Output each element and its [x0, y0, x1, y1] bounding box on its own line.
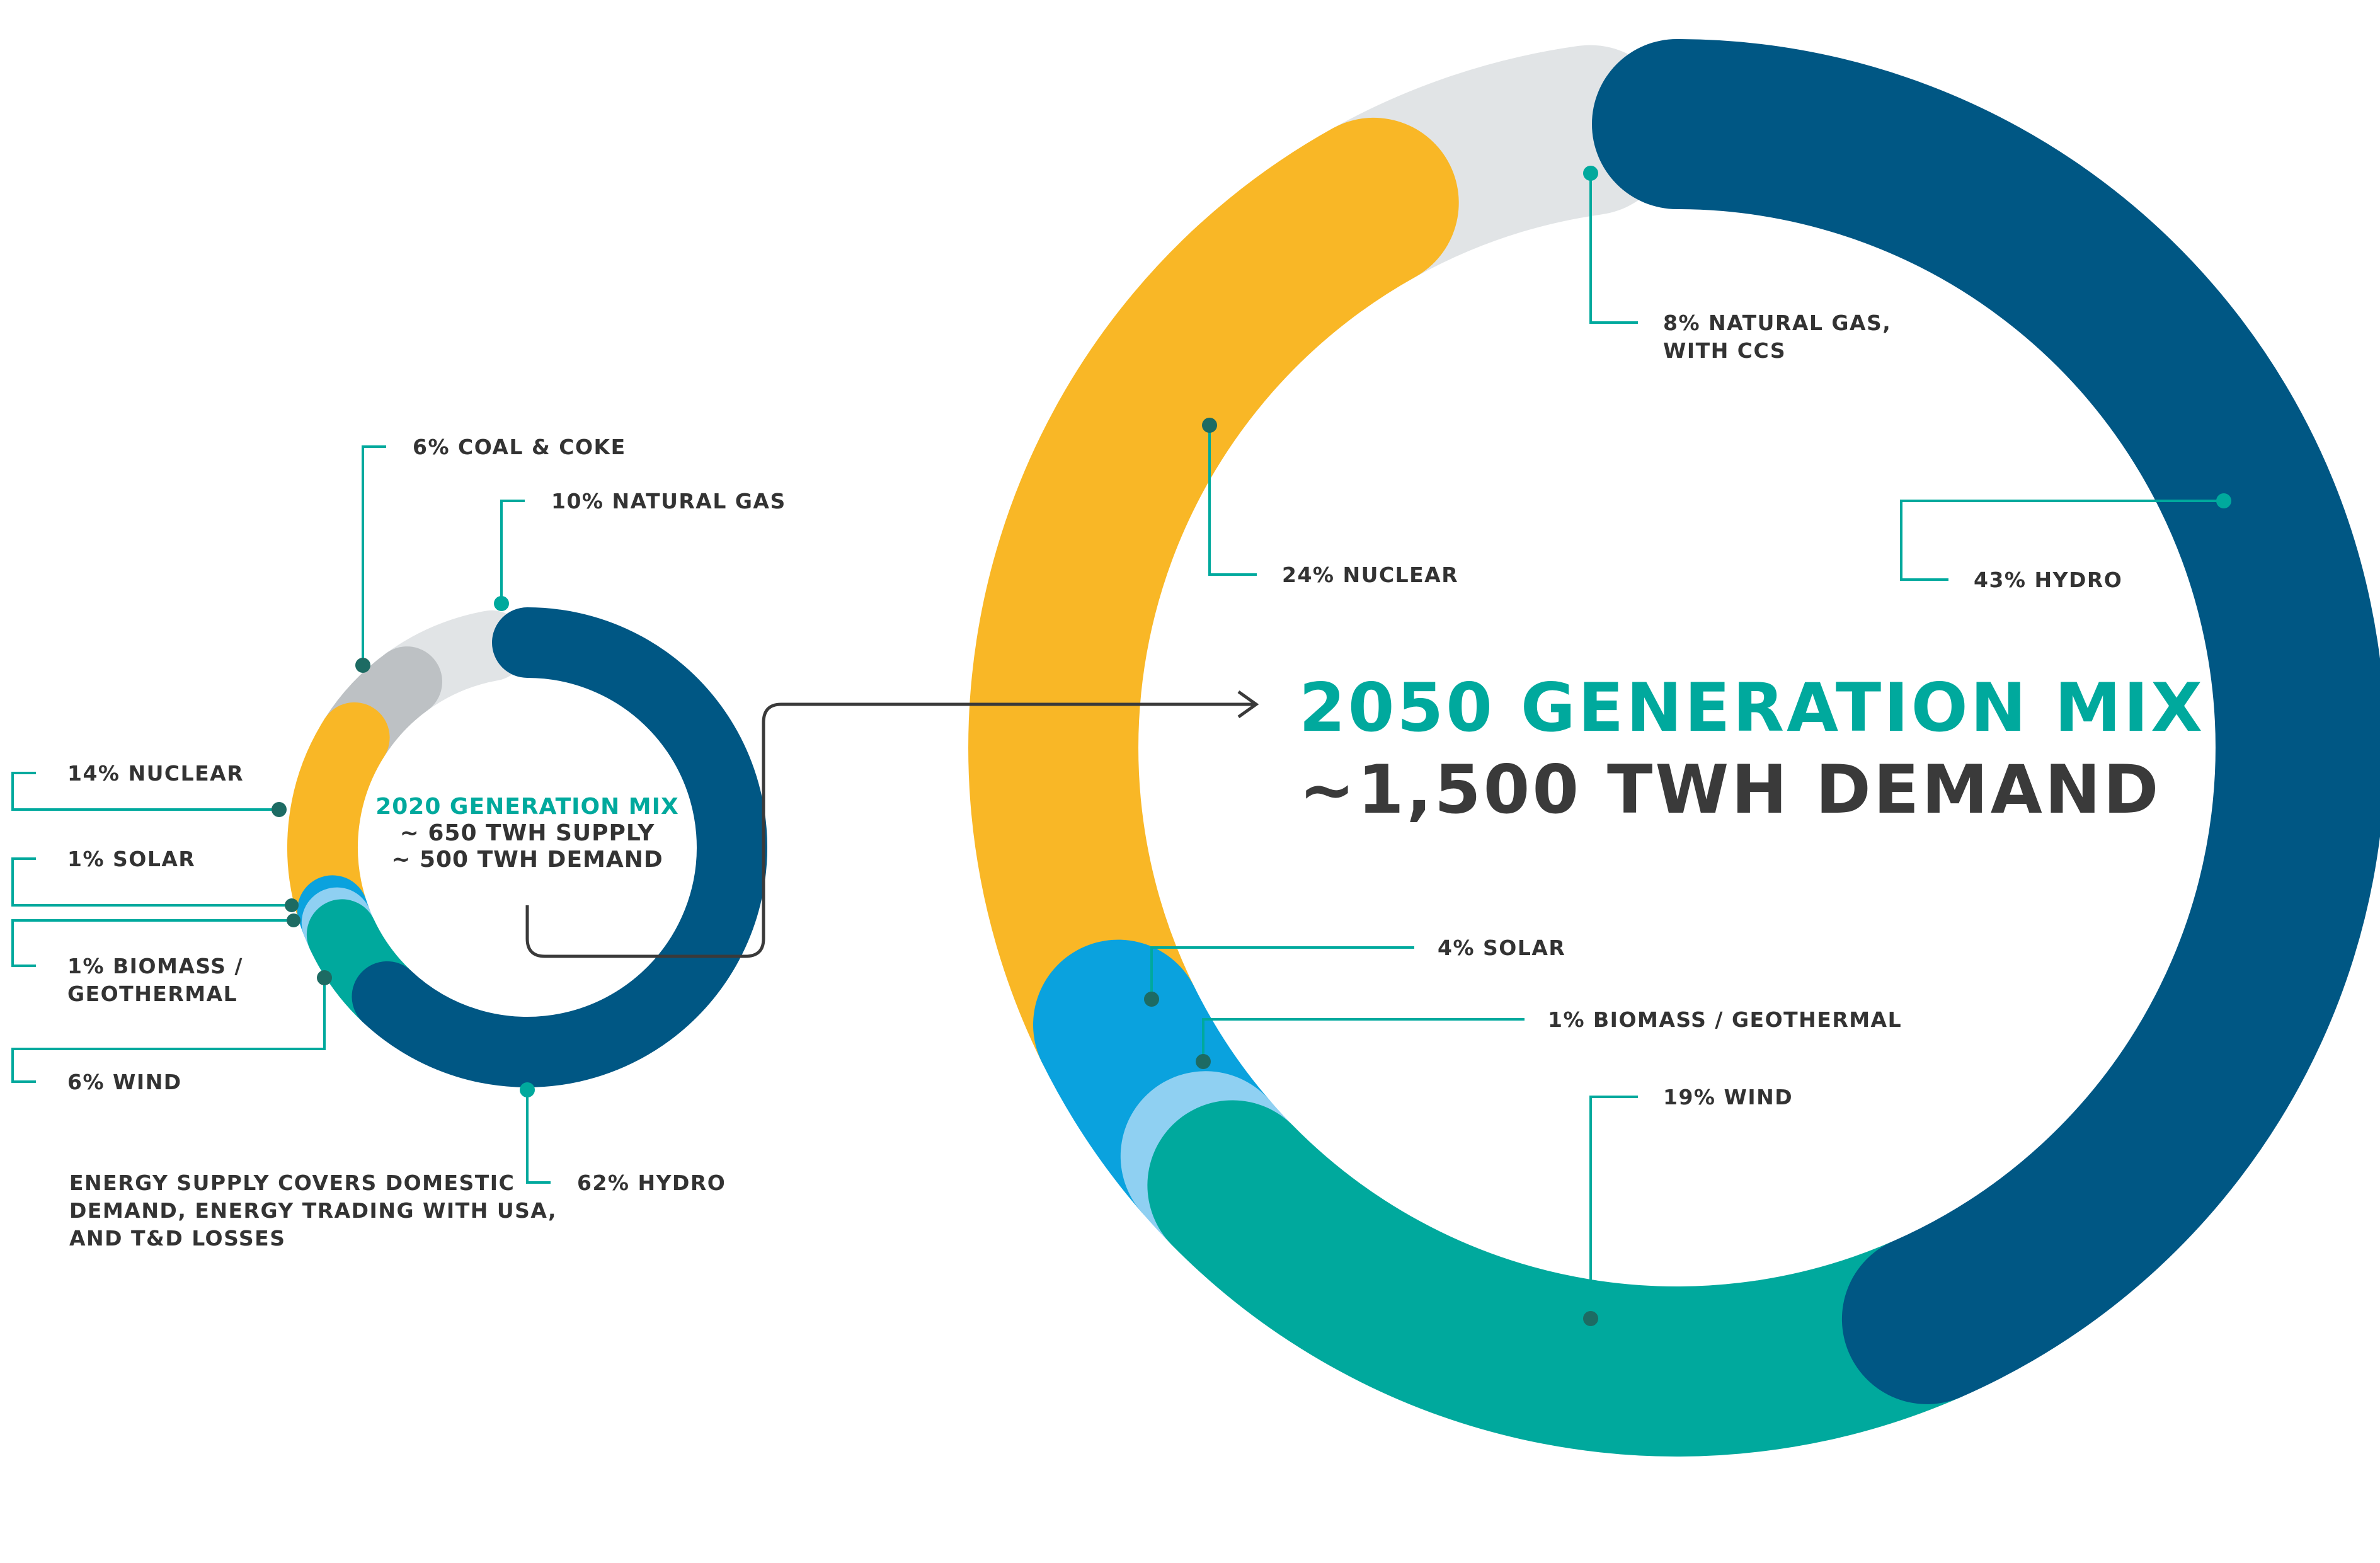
leader-hydro-2020: [520, 1082, 551, 1184]
slice-label-natural-gas-ccs-line2: WITH CCS: [1663, 338, 1786, 363]
center-title-2020: 2020 GENERATION MIX: [375, 794, 679, 820]
center-title-2050: 2050 GENERATION MIX: [1299, 669, 2205, 747]
leader-natural-gas-2020: [494, 500, 525, 611]
donut-slice-43-hydro: [1592, 39, 2380, 1404]
slice-label-biomass-2050: 1% BIOMASS / GEOTHERMAL: [1548, 1007, 1902, 1032]
donut-slice-62-hydro: [352, 607, 767, 1087]
footnote-line2: DEMAND, ENERGY TRADING WITH USA,: [69, 1198, 557, 1223]
leader-wind-2020: [11, 970, 332, 1083]
footnote-line3: AND T&D LOSSES: [69, 1226, 285, 1251]
center-subtitle-2050: ~1,500 TWH DEMAND: [1299, 751, 2161, 828]
leader-nuclear-2050: [1202, 418, 1257, 576]
leader-wind-2050: [1583, 1096, 1638, 1326]
slice-label-coal: 6% COAL & COKE: [413, 435, 626, 459]
leader-biomass-2050: [1196, 1018, 1525, 1069]
donut-slice-24-nuclear: [968, 117, 1459, 1110]
connector-arrow: [525, 702, 1254, 958]
slice-label-hydro: 62% HYDRO: [577, 1171, 726, 1195]
leader-biomass-2020: [11, 913, 300, 967]
connector-arrowhead: [1237, 690, 1259, 719]
slice-label-biomass-line2: GEOTHERMAL: [67, 982, 237, 1006]
leader-nuclear-2020: [11, 772, 287, 817]
slice-label-hydro-2050: 43% HYDRO: [1974, 568, 2122, 592]
donut-2050: [968, 39, 2380, 1457]
slice-label-natural-gas: 10% NATURAL GAS: [551, 489, 786, 513]
slice-label-nuclear-2050: 24% NUCLEAR: [1282, 563, 1458, 587]
slice-label-solar: 1% SOLAR: [67, 847, 195, 871]
slice-label-wind: 6% WIND: [67, 1070, 182, 1094]
leader-coal-2020: [355, 445, 386, 673]
slice-label-biomass-line1: 1% BIOMASS /: [67, 954, 243, 978]
slice-label-natural-gas-ccs-line1: 8% NATURAL GAS,: [1663, 311, 1891, 335]
slice-label-wind-2050: 19% WIND: [1663, 1085, 1793, 1109]
slice-label-solar-2050: 4% SOLAR: [1438, 936, 1565, 960]
leader-hydro-2050: [1900, 493, 2231, 581]
leader-solar-2050: [1144, 946, 1414, 1007]
donut-2020: [287, 607, 767, 1087]
slice-label-nuclear: 14% NUCLEAR: [67, 761, 244, 786]
donut-slice-19-wind: [1147, 1100, 2012, 1457]
leader-natural-gas-2050: [1583, 166, 1638, 324]
center-subtitle-2020-line1: ~ 650 TWH SUPPLY: [400, 820, 655, 846]
leader-solar-2020: [11, 857, 299, 912]
footnote-line1: ENERGY SUPPLY COVERS DOMESTIC: [69, 1171, 515, 1195]
center-subtitle-2020-line2: ~ 500 TWH DEMAND: [391, 847, 663, 873]
